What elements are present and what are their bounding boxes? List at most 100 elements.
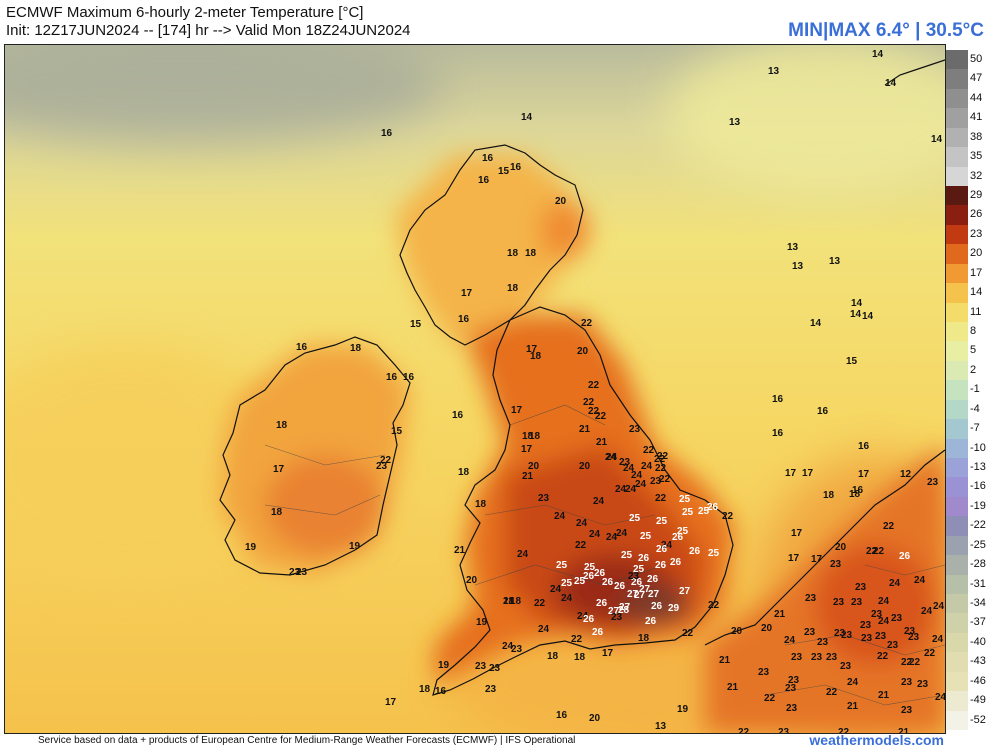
temperature-label: 24 bbox=[623, 463, 635, 474]
temperature-label: 26 bbox=[583, 571, 595, 582]
temperature-label: 12 bbox=[900, 469, 912, 480]
colorbar-segment bbox=[946, 166, 968, 187]
temperature-label: 23 bbox=[891, 613, 903, 624]
temperature-label: 23 bbox=[758, 667, 770, 678]
temperature-label: 23 bbox=[611, 612, 623, 623]
colorbar-segment bbox=[946, 594, 968, 614]
colorbar-segment bbox=[946, 710, 968, 731]
temperature-label: 26 bbox=[592, 627, 604, 638]
colorbar-segment bbox=[946, 419, 968, 440]
colorbar-tick-label: -43 bbox=[970, 655, 986, 668]
colorbar-tick-label: 47 bbox=[970, 72, 983, 85]
temperature-label: 24 bbox=[625, 484, 637, 495]
temperature-label: 26 bbox=[656, 544, 668, 555]
temperature-label: 23 bbox=[629, 424, 641, 435]
temperature-label: 22 bbox=[866, 546, 878, 557]
temperature-label: 22 bbox=[883, 521, 895, 532]
temperature-label: 24 bbox=[878, 596, 890, 607]
colorbar-segment bbox=[946, 108, 968, 129]
temperature-label: 23 bbox=[834, 628, 846, 639]
colorbar-segment bbox=[946, 555, 968, 576]
temperature-label: 18 bbox=[849, 489, 861, 500]
temperature-label: 19 bbox=[677, 704, 689, 715]
temperature-label: 26 bbox=[645, 616, 657, 627]
temperature-label: 22 bbox=[643, 445, 655, 456]
temperature-label: 20 bbox=[528, 461, 540, 472]
temperature-label: 18 bbox=[522, 431, 534, 442]
colorbar-tick-label: -34 bbox=[970, 597, 986, 609]
temperature-label: 26 bbox=[631, 577, 643, 588]
temperature-label: 16 bbox=[772, 394, 784, 405]
temperature-label: 29 bbox=[668, 603, 680, 614]
temperature-label: 27 bbox=[608, 606, 620, 617]
colorbar-segment bbox=[946, 516, 968, 537]
temperature-label: 23 bbox=[871, 609, 883, 620]
colorbar-segment bbox=[946, 127, 968, 148]
temperature-label: 25 bbox=[633, 564, 645, 575]
temperature-label: 16 bbox=[858, 441, 870, 452]
temperature-label: 18 bbox=[574, 652, 586, 663]
colorbar-tick-label: 32 bbox=[970, 169, 983, 182]
colorbar-segment bbox=[946, 302, 968, 323]
temperature-label: 19 bbox=[476, 617, 488, 628]
temperature-label: 24 bbox=[641, 461, 653, 472]
colorbar-tick-label: 20 bbox=[970, 247, 983, 260]
temperature-label: 28 bbox=[618, 605, 630, 616]
temperature-label: 23 bbox=[289, 567, 301, 578]
temperature-label: 14 bbox=[810, 318, 822, 329]
temperature-label: 20 bbox=[579, 461, 591, 472]
temperature-label: 17 bbox=[526, 344, 538, 355]
colorbar-segment bbox=[946, 477, 968, 498]
temperature-label: 18 bbox=[823, 490, 835, 501]
colorbar-tick-label: 2 bbox=[970, 363, 977, 376]
temperature-label: 17 bbox=[791, 528, 803, 539]
temperature-label: 24 bbox=[784, 635, 796, 646]
colorbar-tick-label: -37 bbox=[970, 616, 986, 629]
temperature-label: 25 bbox=[584, 562, 596, 573]
temperature-label: 23 bbox=[887, 640, 899, 651]
temperature-label: 22 bbox=[682, 628, 694, 639]
temperature-label: 21 bbox=[847, 701, 859, 712]
temperature-label: 21 bbox=[522, 471, 534, 482]
temperature-label: 22 bbox=[655, 463, 667, 474]
colorbar-tick-label: 8 bbox=[970, 325, 977, 337]
temperature-label: 19 bbox=[438, 660, 450, 671]
temperature-label: 22 bbox=[571, 634, 583, 645]
colorbar-segment bbox=[946, 399, 968, 420]
temperature-label: 25 bbox=[656, 516, 668, 527]
temperature-label: 24 bbox=[550, 584, 562, 595]
temperature-label: 19 bbox=[349, 541, 361, 552]
temperature-label: 21 bbox=[727, 682, 739, 693]
temperature-label: 24 bbox=[502, 641, 514, 652]
temperature-label: 23 bbox=[875, 631, 887, 642]
temperature-label: 26 bbox=[594, 568, 606, 579]
temperature-label: 24 bbox=[577, 611, 589, 622]
temperature-label: 25 bbox=[574, 576, 586, 587]
temperature-label: 21 bbox=[579, 424, 591, 435]
temperature-label: 18 bbox=[510, 596, 522, 607]
colorbar-tick-label: 29 bbox=[970, 189, 983, 201]
temperature-label: 22 bbox=[588, 380, 600, 391]
temperature-map bbox=[5, 45, 945, 733]
temperature-label: 23 bbox=[489, 663, 501, 674]
temperature-label: 14 bbox=[885, 78, 897, 89]
temperature-label: 24 bbox=[921, 606, 933, 617]
colorbar-tick-label: 14 bbox=[970, 286, 983, 299]
temperature-label: 22 bbox=[838, 727, 850, 734]
temperature-label: 18 bbox=[507, 283, 519, 294]
site-link[interactable]: weathermodels.com bbox=[809, 732, 944, 748]
temperature-label: 24 bbox=[914, 575, 926, 586]
temperature-label: 13 bbox=[787, 242, 799, 253]
temperature-label: 23 bbox=[485, 684, 497, 695]
colorbar-tick-label: 5 bbox=[970, 344, 977, 357]
temperature-label: 18 bbox=[638, 633, 650, 644]
temperature-label: 20 bbox=[555, 196, 567, 207]
temperature-colorbar bbox=[946, 50, 968, 731]
temperature-label: 25 bbox=[698, 506, 710, 517]
colorbar-segment bbox=[946, 574, 968, 595]
colorbar-tick-label: -22 bbox=[970, 519, 986, 532]
colorbar-segment bbox=[946, 186, 968, 206]
temperature-label: 14 bbox=[851, 298, 863, 309]
temperature-label: 17 bbox=[785, 468, 797, 479]
colorbar-segment bbox=[946, 205, 968, 226]
